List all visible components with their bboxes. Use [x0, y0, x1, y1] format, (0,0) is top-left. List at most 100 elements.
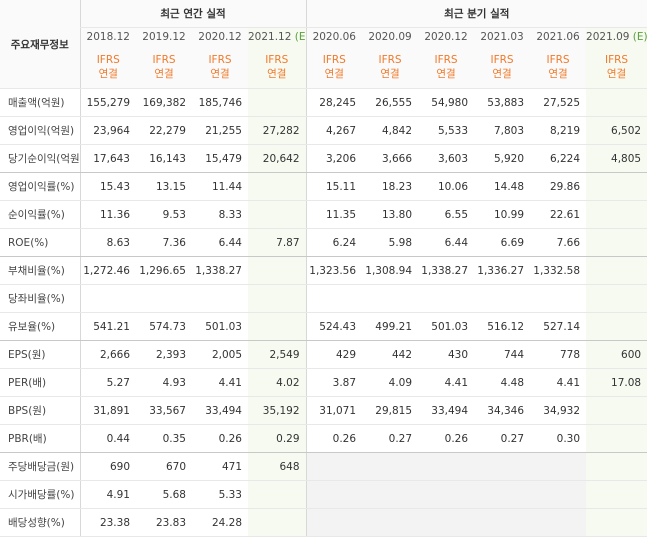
cell: 778 [530, 340, 587, 369]
title: 주요재무정보 [0, 0, 80, 89]
cell: 11.44 [192, 172, 248, 201]
period-header: 2020.12 [192, 27, 248, 46]
cell: 7.87 [248, 228, 307, 257]
basis-header: IFRS 연결 [530, 46, 587, 89]
cell [362, 480, 419, 509]
scope: 연결 [210, 68, 230, 80]
cell [530, 480, 587, 509]
cell: 648 [248, 452, 307, 481]
cell: 0.26 [418, 424, 475, 453]
period: 2018.12 [86, 31, 130, 43]
cell: 4.41 [192, 368, 248, 397]
cell: 23.38 [79, 508, 136, 537]
cell: 23,964 [79, 116, 136, 145]
cell [248, 480, 307, 509]
cell [305, 284, 363, 313]
cell: 26,555 [362, 88, 419, 117]
cell: 1,308.94 [362, 256, 419, 285]
cell: 527.14 [530, 312, 587, 341]
cell: 17,643 [79, 144, 136, 173]
row: 배당성향(%) 23.38 23.83 24.28 [0, 508, 647, 537]
cell: 0.27 [362, 424, 419, 453]
cell: 29.86 [530, 172, 587, 201]
row-label: 영업이익률(%) [0, 172, 80, 201]
cell [418, 284, 475, 313]
period: 2021.06 [536, 31, 580, 43]
row-label: 부채비율(%) [0, 256, 80, 285]
cell: 33,494 [418, 396, 475, 425]
cell: 4.41 [418, 368, 475, 397]
cell: 29,815 [362, 396, 419, 425]
row: BPS(원) 31,891 33,567 33,494 35,192 31,071 29,8… [0, 396, 647, 425]
row-label: 당기순이익(억원) [0, 144, 80, 173]
scope: 연결 [436, 68, 456, 80]
cell: 34,346 [474, 396, 531, 425]
basis-header: IFRS 연결 [192, 46, 248, 89]
cell: 5.98 [362, 228, 419, 257]
cell: 690 [79, 452, 136, 481]
cell [248, 312, 307, 341]
cell [248, 172, 307, 201]
cell: 524.43 [305, 312, 363, 341]
row-label: PER(배) [0, 368, 80, 397]
period: 2020.09 [368, 31, 412, 43]
cell: 24.28 [192, 508, 248, 537]
cell: 14.48 [474, 172, 531, 201]
cell: 4,267 [305, 116, 363, 145]
cell: 31,071 [305, 396, 363, 425]
cell [586, 508, 647, 537]
cell: 27,525 [530, 88, 587, 117]
cell: 9.53 [136, 200, 192, 229]
cell: 2,549 [248, 340, 307, 369]
cell [136, 284, 192, 313]
cell [248, 256, 307, 285]
cell: 5.27 [79, 368, 136, 397]
cell: 155,279 [79, 88, 136, 117]
cell: 0.35 [136, 424, 192, 453]
cell: 0.26 [305, 424, 363, 453]
cell: 6.24 [305, 228, 363, 257]
row-label: 당좌비율(%) [0, 284, 80, 313]
cell: 5,920 [474, 144, 531, 173]
standard: IFRS [96, 54, 120, 66]
cell [418, 508, 475, 537]
cell [248, 200, 307, 229]
cell: 1,332.58 [530, 256, 587, 285]
cell [362, 452, 419, 481]
estimate-mark: (E) [294, 31, 306, 43]
cell [362, 508, 419, 537]
cell [586, 200, 647, 229]
row: 유보율(%) 541.21 574.73 501.03 524.43 499.21 501.… [0, 312, 647, 341]
cell [474, 452, 531, 481]
cell: 0.30 [530, 424, 587, 453]
cell [586, 228, 647, 257]
basis-header: IFRS 연결 [248, 46, 307, 89]
period-header: 2021.03 [474, 27, 531, 46]
cell [418, 480, 475, 509]
row: 영업이익률(%) 15.43 13.15 11.44 15.11 18.23 10.06 14… [0, 172, 647, 201]
standard: IFRS [208, 54, 232, 66]
scope: 연결 [267, 68, 287, 80]
cell: 442 [362, 340, 419, 369]
period-header: 2020.12 [418, 27, 475, 46]
standard: IFRS [322, 54, 346, 66]
row-label: 시가배당률(%) [0, 480, 80, 509]
cell: 22.61 [530, 200, 587, 229]
cell: 574.73 [136, 312, 192, 341]
cell: 4.09 [362, 368, 419, 397]
row-label: PBR(배) [0, 424, 80, 453]
cell: 600 [586, 340, 647, 369]
cell [586, 284, 647, 313]
period-header: 2021.09 (E) [586, 27, 647, 46]
cell: 4,805 [586, 144, 647, 173]
cell [586, 452, 647, 481]
cell [474, 284, 531, 313]
cell: 6.44 [192, 228, 248, 257]
cell: 53,883 [474, 88, 531, 117]
cell: 13.15 [136, 172, 192, 201]
standard: IFRS [378, 54, 402, 66]
row-label: EPS(원) [0, 340, 80, 369]
period-header: 2019.12 [136, 27, 192, 46]
cell: 6,224 [530, 144, 587, 173]
cell [79, 284, 136, 313]
